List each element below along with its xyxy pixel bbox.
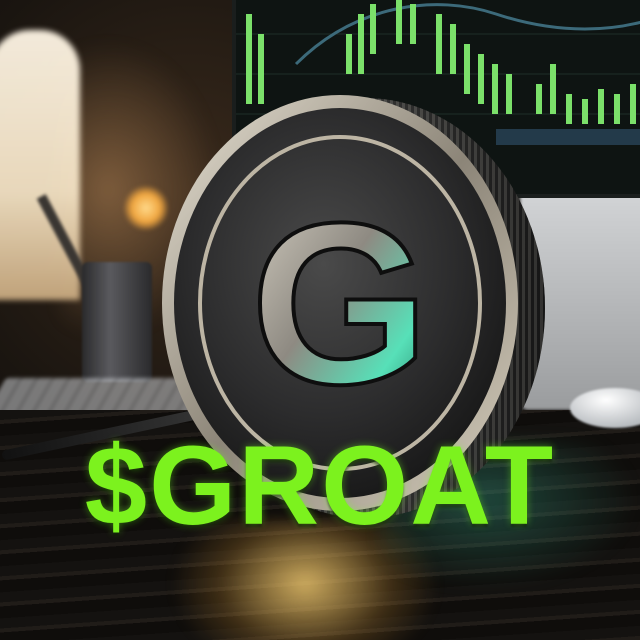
candlestick-chart (236, 0, 640, 145)
groat-coin: G (150, 88, 550, 528)
desk-light-reflection (170, 520, 440, 640)
coin-letter: G (251, 175, 430, 432)
pen-cup (82, 262, 152, 382)
window-light (0, 30, 80, 300)
computer-mouse (570, 388, 640, 428)
chart-trend-line (294, 3, 640, 66)
coin-graphic: G (162, 95, 545, 518)
ticker-text: $GROAT (84, 423, 556, 548)
chart-candles (246, 0, 636, 124)
chart-footer-bar (496, 129, 640, 145)
coin-inner-ring (198, 135, 482, 471)
coin-face (174, 108, 506, 498)
desk-lamp-glow (124, 186, 168, 230)
